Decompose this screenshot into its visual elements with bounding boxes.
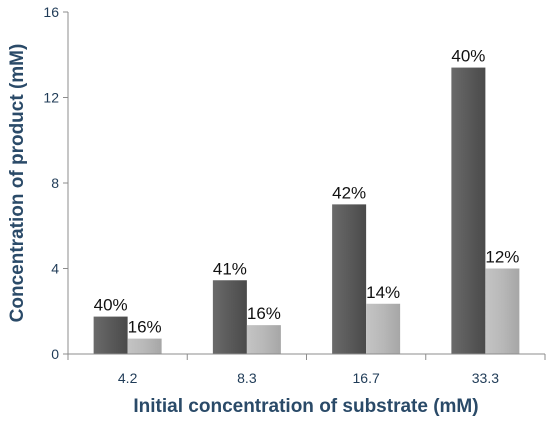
x-tick-label: 8.3 <box>237 370 257 386</box>
bar-series-2 <box>366 303 401 354</box>
bars: 40%16%41%16%42%14%40%12% <box>93 47 520 354</box>
bar-data-label: 16% <box>247 304 281 323</box>
y-tick-label: 0 <box>51 346 59 362</box>
bar-data-label: 14% <box>366 283 400 302</box>
bar-data-label: 41% <box>213 259 247 278</box>
x-tick-label: 33.3 <box>472 370 499 386</box>
bar-data-label: 40% <box>94 296 128 315</box>
y-tick-label: 4 <box>51 261 59 277</box>
x-tick-label: 16.7 <box>353 370 380 386</box>
y-axis-title: Concentration of product (mM) <box>7 44 28 323</box>
y-tick-label: 12 <box>43 90 59 106</box>
y-tick-label: 8 <box>51 175 59 191</box>
bar-data-label: 40% <box>451 47 485 66</box>
bar-data-label: 16% <box>128 318 162 337</box>
y-tick-label: 16 <box>43 4 59 20</box>
bar-series-1 <box>212 280 247 354</box>
bar-data-label: 12% <box>485 248 519 267</box>
x-tick-label: 4.2 <box>118 370 138 386</box>
y-axis-ticks: 0 4 8 12 16 <box>43 4 68 362</box>
bar-series-1 <box>332 204 367 354</box>
bar-series-1 <box>93 316 128 354</box>
bar-data-label: 42% <box>332 183 366 202</box>
bar-series-2 <box>127 338 162 354</box>
x-axis-title: Initial concentration of substrate (mM) <box>133 396 478 417</box>
bar-series-2 <box>485 268 520 354</box>
bar-series-2 <box>246 325 281 354</box>
bar-series-1 <box>451 67 486 354</box>
x-axis-ticks: 4.2 8.3 16.7 33.3 <box>67 354 546 386</box>
